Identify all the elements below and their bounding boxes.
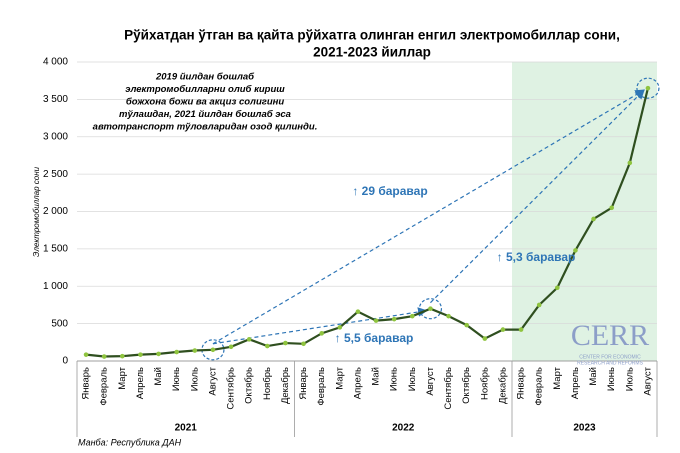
point <box>319 331 324 336</box>
point <box>246 337 252 342</box>
x-tick-label: Ноябрь <box>262 367 273 400</box>
annotation: ↑ 29 баравар <box>352 184 427 198</box>
point <box>228 344 234 350</box>
point <box>373 318 379 323</box>
x-tick-label: Август <box>642 366 653 395</box>
chart-title: Рўйхатдан ўтган ва қайта рўйхатга олинга… <box>124 28 620 43</box>
x-tick-label: Март <box>552 366 563 389</box>
x-tick-label: Январь <box>298 367 309 400</box>
point <box>83 352 89 357</box>
x-tick-label: Апрель <box>352 367 363 399</box>
point <box>645 85 651 91</box>
y-tick-label: 2 000 <box>43 206 68 217</box>
x-tick-label: Август <box>425 366 436 395</box>
x-tick-label: Апрель <box>135 367 146 399</box>
point <box>120 353 125 359</box>
x-tick-label: Февраль <box>534 367 545 406</box>
x-tick-label: Декабрь <box>280 367 291 404</box>
point <box>555 285 560 291</box>
point <box>101 354 107 359</box>
x-tick-label: Декабрь <box>497 367 508 404</box>
point <box>355 309 361 314</box>
point <box>174 349 179 355</box>
y-tick-label: 3 000 <box>43 131 68 142</box>
note: божхона божи ва акциз солигини <box>126 97 285 108</box>
point <box>536 302 542 308</box>
x-tick-label: Январь <box>516 367 527 400</box>
point <box>464 322 469 328</box>
group-label: 2021 <box>175 423 198 434</box>
point <box>265 343 270 349</box>
x-tick-label: Май <box>588 367 599 386</box>
point <box>210 347 216 353</box>
x-tick-label: Июль <box>407 367 418 391</box>
y-tick-label: 3 500 <box>43 94 68 105</box>
point <box>192 348 198 353</box>
x-tick-label: Июнь <box>389 367 400 391</box>
x-tick-label: Февраль <box>99 367 110 406</box>
point <box>301 341 306 347</box>
note: автотранспорт тўловларидан озод қилинди. <box>93 122 318 133</box>
x-tick-label: Октябрь <box>461 367 472 404</box>
y-tick-label: 500 <box>51 318 68 329</box>
logo-sub: RESEARCH AND REFORMS <box>577 360 644 366</box>
x-tick-label: Июль <box>189 367 200 391</box>
note: тўлашдан, 2021 йилдан бошлаб эса <box>119 109 291 120</box>
point <box>446 313 451 319</box>
highlight-circle <box>636 77 660 99</box>
point <box>627 160 633 166</box>
x-tick-label: Март <box>334 366 345 389</box>
x-tick-label: Ноябрь <box>479 367 490 400</box>
dashed-arrow <box>430 89 645 304</box>
x-tick-label: Июнь <box>606 367 617 391</box>
x-tick-label: Май <box>371 367 382 386</box>
group-label: 2022 <box>392 423 415 434</box>
point <box>591 216 596 222</box>
y-axis-label: Электромобиллар сони <box>32 166 41 257</box>
y-tick-label: 2 500 <box>43 169 68 180</box>
point <box>609 205 614 211</box>
point <box>518 327 524 332</box>
logo-sub: CENTER FOR ECONOMIC <box>579 354 641 360</box>
x-tick-label: Январь <box>81 367 92 400</box>
y-tick-label: 1 000 <box>43 281 68 292</box>
point <box>337 325 343 330</box>
x-tick-label: Август <box>207 366 218 395</box>
point <box>391 316 397 322</box>
x-tick-label: Сентябрь <box>226 367 237 410</box>
source: Манба: Республика ДАН <box>78 437 182 447</box>
annotation: ↑ 5,5 баравар <box>335 331 414 345</box>
x-tick-label: Сентябрь <box>443 367 454 410</box>
y-tick-label: 0 <box>62 356 68 367</box>
annotation: ↑ 5,3 баравар <box>497 250 576 264</box>
highlight-circle <box>418 298 443 320</box>
x-tick-label: Апрель <box>570 367 581 399</box>
y-tick-label: 4 000 <box>43 57 68 68</box>
x-tick-label: Июль <box>624 367 635 391</box>
x-tick-label: Июнь <box>171 367 182 391</box>
dashed-arrow <box>212 89 645 345</box>
group-label: 2023 <box>573 423 596 434</box>
y-tick-label: 1 500 <box>43 244 68 255</box>
point <box>156 351 161 357</box>
logo: CERR <box>571 319 649 352</box>
x-tick-label: Октябрь <box>244 367 255 404</box>
point <box>573 248 578 253</box>
chart-title: 2021-2023 йиллар <box>313 45 431 60</box>
note: 2019 йилдан бошлаб <box>155 72 255 83</box>
x-tick-label: Февраль <box>316 367 327 406</box>
x-tick-label: Май <box>153 367 164 386</box>
point <box>500 327 506 332</box>
point <box>283 340 288 346</box>
point <box>138 352 143 357</box>
x-tick-label: Март <box>117 366 128 389</box>
point <box>428 306 433 311</box>
point <box>482 336 488 341</box>
point <box>410 313 415 319</box>
line <box>85 87 650 358</box>
note: электромобилларни олиб кириш <box>125 84 285 95</box>
